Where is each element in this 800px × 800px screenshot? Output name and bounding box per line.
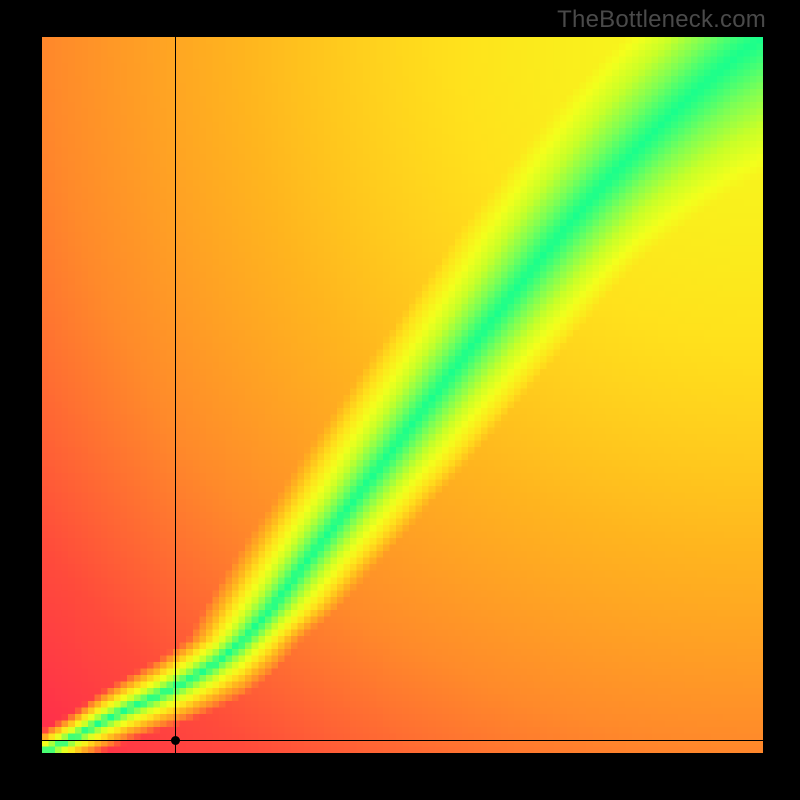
watermark-text: TheBottleneck.com	[557, 6, 766, 34]
crosshair-horizontal	[42, 740, 763, 741]
bottleneck-heatmap	[42, 37, 763, 753]
crosshair-vertical	[175, 37, 176, 753]
figure-container: { "figure": { "type": "heatmap", "canvas…	[0, 0, 800, 800]
